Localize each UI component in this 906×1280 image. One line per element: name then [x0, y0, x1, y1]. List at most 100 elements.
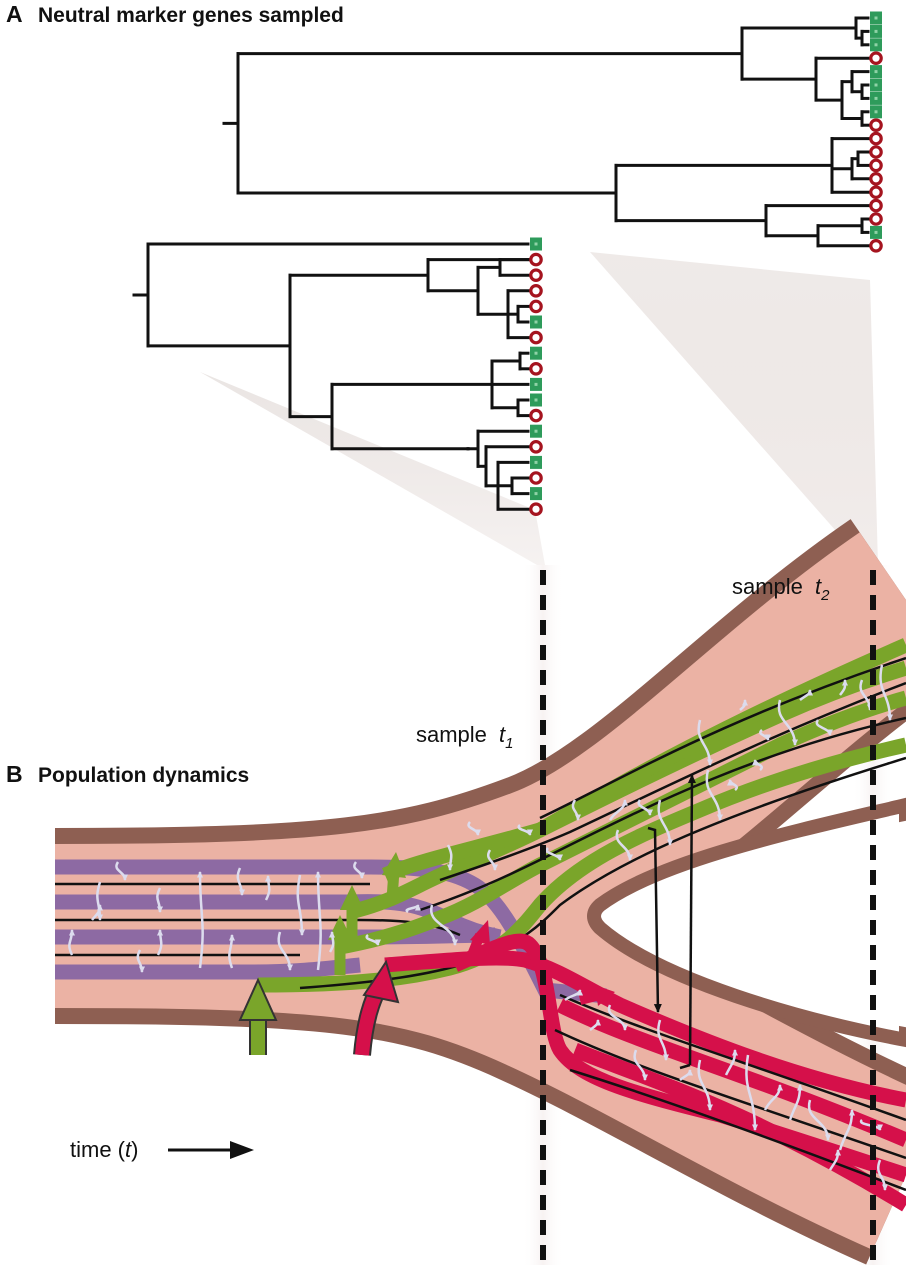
early-sample-tree [132, 237, 543, 516]
marker-red-ring [869, 145, 883, 159]
panel-b: B Population dynamics [6, 519, 906, 1265]
panel-a-title: Neutral marker genes sampled [38, 4, 344, 27]
mutation-arrow [633, 1049, 648, 1081]
migration-arrows [647, 774, 696, 1070]
mutation-arrow [788, 1084, 803, 1121]
mutation-arrow [759, 729, 771, 741]
mutation-arrow [739, 699, 749, 711]
mutation-arrow [446, 844, 454, 871]
marker-red-ring [529, 502, 543, 516]
marker-green-dot [874, 29, 878, 33]
marker-red-ring [869, 172, 883, 186]
mutation-arrow [799, 689, 813, 701]
time-axis-label: time (t) [70, 1137, 138, 1162]
marker-green-dot [874, 230, 878, 234]
marker-red-ring [529, 283, 543, 298]
marker-green-dot [534, 398, 538, 402]
late-sample-tree [222, 11, 883, 253]
marker-red-ring [529, 361, 543, 376]
marker-red-ring [529, 268, 543, 282]
mutation-arrow [296, 874, 305, 936]
green-lineage [257, 638, 906, 993]
mutation-arrow [657, 1019, 669, 1061]
marker-red-ring [529, 252, 543, 267]
mutation-arrow [697, 719, 713, 766]
mutation-arrow [838, 1109, 855, 1151]
red-branch-arrows [465, 920, 615, 1006]
marker-green-dot [534, 320, 538, 324]
mutation-arrow [156, 929, 164, 956]
marker-green-dot [874, 16, 878, 20]
marker-green-dot [534, 492, 538, 496]
mutation-arrow [571, 799, 581, 821]
marker-green-dot [874, 96, 878, 100]
marker-red-ring [869, 51, 883, 65]
mutation-arrow [589, 1019, 601, 1031]
marker-green-dot [534, 460, 538, 464]
sample-t1-label: sample t1 [416, 722, 514, 752]
mutation-arrow [752, 759, 763, 771]
projection-fan-late [590, 252, 878, 565]
mutation-arrow [607, 1004, 628, 1031]
mutation-arrow [763, 1084, 783, 1111]
marker-red-ring [529, 408, 543, 423]
mutation-arrow [727, 779, 738, 791]
marker-green-dot [874, 43, 878, 47]
mutation-arrow [197, 871, 204, 969]
red-founding-arrow [353, 959, 400, 1056]
mutation-arrow [236, 867, 245, 896]
mutation-arrow [365, 934, 381, 946]
green-branch-arrows [328, 852, 406, 975]
mutation-arrow [264, 875, 272, 901]
mutation-arrow [745, 1054, 758, 1131]
mutation-arrow [724, 1049, 738, 1076]
mutation-arrow [877, 1159, 888, 1191]
sample-t2-label: sample t2 [732, 574, 830, 604]
marker-red-ring [869, 212, 883, 226]
marker-green-dot [874, 70, 878, 74]
mutation-arrow [545, 847, 563, 861]
mutation-arrow [828, 1149, 841, 1171]
marker-red-ring [869, 158, 883, 173]
mutation-arrow [637, 799, 653, 816]
marker-red-ring [869, 185, 883, 199]
marker-red-ring [529, 299, 543, 314]
mutation-arrows [68, 664, 893, 1191]
green-founding-arrow [238, 977, 278, 1055]
marker-red-ring [869, 198, 883, 213]
mutation-arrow [517, 824, 533, 836]
panel-b-title: Population dynamics [38, 764, 249, 787]
mutation-arrow [467, 821, 481, 836]
mutation-arrow [615, 829, 633, 861]
mutation-arrow [697, 1059, 713, 1111]
mutation-arrow [91, 904, 103, 921]
mutation-arrow [277, 931, 293, 971]
marker-red-ring [869, 131, 883, 146]
mutation-arrow [487, 849, 498, 871]
mutation-arrow [815, 719, 833, 736]
mutation-arrow [353, 861, 365, 879]
projection-fan-early [200, 372, 545, 565]
mutation-arrow [657, 799, 673, 846]
mutation-arrow [96, 881, 103, 921]
time-axis-arrow [168, 1141, 254, 1159]
marker-red-ring [869, 239, 883, 253]
mutation-arrow [839, 679, 849, 696]
mutation-arrow [564, 989, 583, 1002]
marker-green-dot [874, 110, 878, 114]
mutation-arrow [115, 861, 128, 881]
marker-green-dot [534, 429, 538, 433]
marker-green-dot [534, 242, 538, 246]
mutation-arrow [679, 1069, 693, 1081]
sampling-lines [540, 570, 876, 1262]
mutation-arrow [429, 904, 458, 946]
mutation-arrow [405, 904, 421, 914]
mutation-arrow [328, 931, 336, 953]
mutation-arrow [156, 887, 163, 913]
panel-b-letter: B [6, 761, 23, 787]
mutation-arrow [879, 664, 893, 721]
marker-green-dot [874, 83, 878, 87]
panel-a-letter: A [6, 1, 23, 27]
mutation-arrow [859, 679, 873, 711]
